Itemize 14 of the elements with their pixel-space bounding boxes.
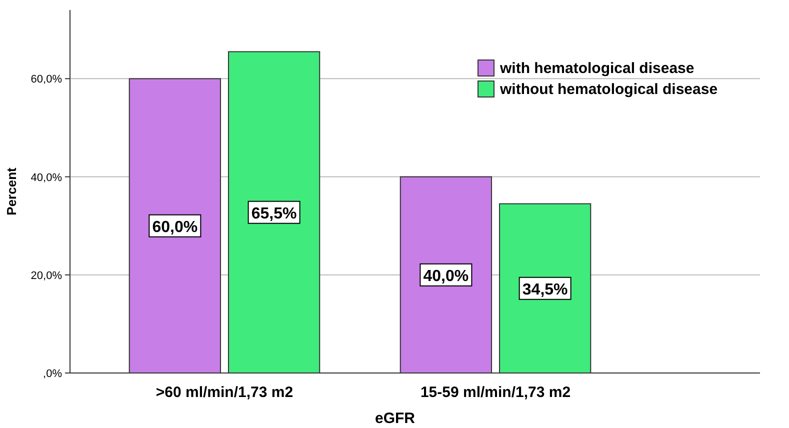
data-label: 34,5% <box>522 281 568 298</box>
y-tick-label: 20,0% <box>30 270 62 282</box>
data-label: 40,0% <box>423 268 469 285</box>
y-axis-title: Percent <box>4 166 19 216</box>
x-tick-label: >60 ml/min/1,73 m2 <box>156 384 294 401</box>
data-label: 60,0% <box>152 218 198 236</box>
legend-label: with hematological disease <box>499 60 694 77</box>
x-tick-label: 15-59 ml/min/1,73 m2 <box>420 384 571 401</box>
y-tick-label: ,0% <box>43 368 62 380</box>
y-tick-label: 40,0% <box>30 172 62 184</box>
data-label: 65,5% <box>251 205 297 222</box>
legend-label: without hematological disease <box>499 81 718 98</box>
y-tick-label: 60,0% <box>30 74 62 86</box>
x-axis-title: eGFR <box>374 410 416 427</box>
